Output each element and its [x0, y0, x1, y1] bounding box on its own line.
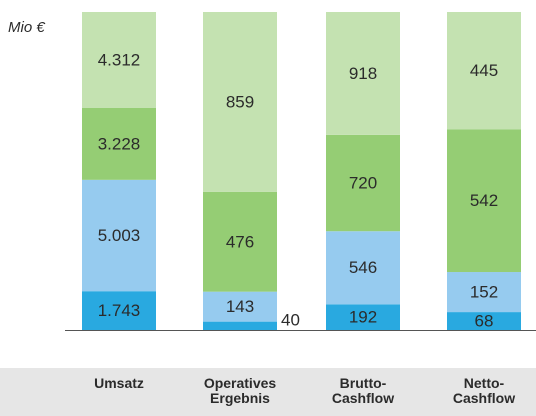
data-label: 143 — [226, 297, 254, 316]
bar-segment — [447, 312, 521, 330]
data-label: 859 — [226, 92, 254, 111]
data-label: 40 — [281, 310, 300, 329]
category-label: Operatives Ergebnis — [203, 375, 277, 406]
bar-segment — [447, 272, 521, 313]
data-label: 68 — [475, 312, 494, 331]
category-label: Netto-Cashflow — [452, 375, 516, 406]
category-label: Brutto-Cashflow — [331, 375, 395, 406]
data-label: 720 — [349, 174, 377, 193]
bar-segment — [203, 291, 277, 322]
bar-segment — [82, 12, 156, 108]
bar-segment — [326, 134, 400, 232]
data-label: 5.003 — [98, 226, 141, 245]
data-label: 445 — [470, 61, 498, 80]
bar-segment — [326, 231, 400, 305]
bar-segment — [447, 12, 521, 130]
bar-segment — [326, 12, 400, 135]
bar-segment — [82, 291, 156, 330]
category-label: Umsatz — [94, 375, 144, 391]
data-label: 542 — [470, 191, 498, 210]
bar-segment — [203, 191, 277, 292]
data-label: 918 — [349, 64, 377, 83]
bar-segment — [82, 107, 156, 180]
data-label: 476 — [226, 232, 254, 251]
data-label: 546 — [349, 258, 377, 277]
data-label: 1.743 — [98, 301, 141, 320]
bar-segment — [203, 12, 277, 192]
bar-segment — [326, 304, 400, 330]
data-label: 152 — [470, 283, 498, 302]
bar-segment — [203, 321, 277, 330]
category-band — [0, 368, 536, 416]
axis-label: Mio € — [8, 19, 45, 36]
bar-segment — [447, 129, 521, 273]
bar-segment — [82, 179, 156, 292]
data-label: 4.312 — [98, 50, 141, 69]
data-label: 3.228 — [98, 134, 141, 153]
data-label: 192 — [349, 308, 377, 327]
